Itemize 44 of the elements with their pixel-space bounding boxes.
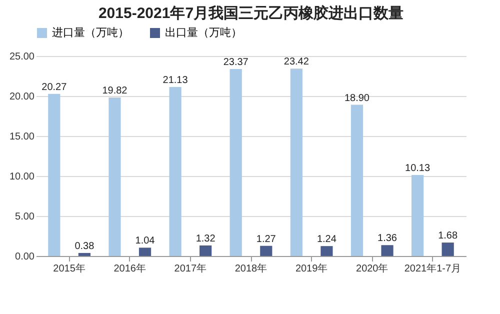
bar <box>320 246 333 256</box>
data-label: 1.68 <box>438 230 458 242</box>
data-label: 10.13 <box>405 162 430 174</box>
bar <box>169 86 182 256</box>
bar <box>260 246 272 256</box>
chart-title: 2015-2021年7月我国三元乙丙橡胶进出口数量 <box>98 4 404 22</box>
x-tick-label: 2018年 <box>234 262 268 274</box>
bar <box>200 245 212 256</box>
legend-label: 出口量（万吨） <box>165 26 242 39</box>
legend-label: 进口量（万吨） <box>52 26 129 39</box>
x-tick-label: 2017年 <box>174 262 207 274</box>
data-label: 23.42 <box>284 56 310 68</box>
data-label: 1.32 <box>196 233 216 244</box>
y-tick-label: 20.00 <box>9 92 35 102</box>
bar <box>381 245 394 256</box>
y-tick-label: 10.00 <box>9 172 35 182</box>
data-label: 18.90 <box>344 92 370 104</box>
bar <box>78 252 91 256</box>
data-label: 1.04 <box>135 236 156 247</box>
x-tick-label: 2021年1-7月 <box>404 262 462 274</box>
data-label: 1.27 <box>256 234 276 245</box>
data-label: 1.36 <box>378 233 398 244</box>
bar <box>48 94 60 256</box>
y-tick-label: 0.00 <box>15 252 35 262</box>
bar <box>138 248 152 256</box>
bar <box>290 68 302 256</box>
bar <box>230 69 242 256</box>
data-label: 23.37 <box>223 57 249 68</box>
bar <box>350 104 364 256</box>
x-tick-label: 2019年 <box>295 262 328 274</box>
bar <box>411 174 424 256</box>
data-label: 20.27 <box>42 82 68 93</box>
data-label: 21.13 <box>162 74 188 86</box>
bar <box>108 97 121 256</box>
x-tick-label: 2015年 <box>53 262 86 274</box>
x-tick-label: 2016年 <box>114 262 146 274</box>
y-tick-label: 25.00 <box>9 52 35 62</box>
data-label: 0.38 <box>74 240 95 252</box>
x-tick-label: 2020年 <box>356 262 388 274</box>
y-tick-label: 5.00 <box>15 212 35 222</box>
data-label: 19.82 <box>102 85 128 96</box>
y-tick-label: 15.00 <box>9 132 35 142</box>
data-label: 1.24 <box>316 234 337 246</box>
bar <box>442 242 454 256</box>
